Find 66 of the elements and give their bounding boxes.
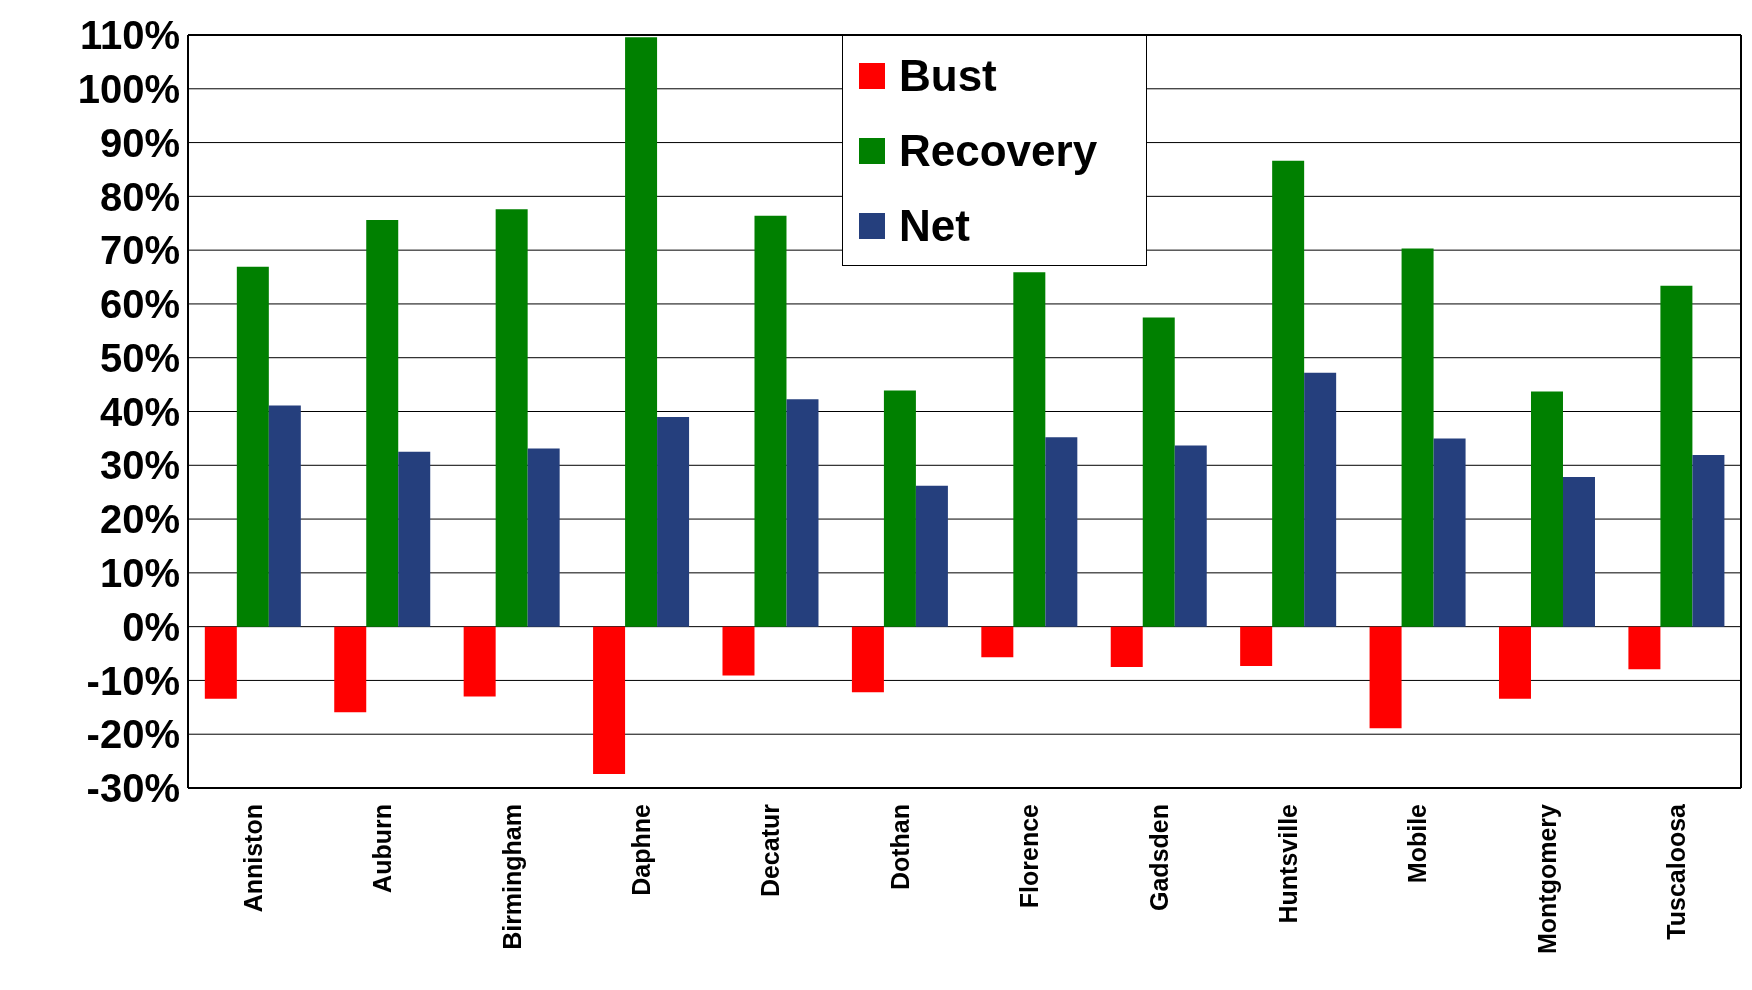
x-tick-label: Huntsville <box>1274 803 1303 924</box>
y-tick-label: -20% <box>86 712 180 757</box>
x-tick-label: Tuscaloosa <box>1662 802 1691 940</box>
bar <box>1045 437 1078 627</box>
bar <box>1628 626 1661 670</box>
bar <box>204 626 237 699</box>
legend-label: Net <box>899 200 970 251</box>
y-tick-label: 100% <box>77 66 180 111</box>
y-tick-label: -30% <box>86 766 180 811</box>
bar <box>495 209 528 627</box>
bar <box>657 416 690 627</box>
x-tick-label: Decatur <box>756 803 785 898</box>
bar <box>1530 391 1563 627</box>
y-tick-label: 90% <box>99 120 180 165</box>
bar <box>1272 160 1305 627</box>
x-tick-label: Auburn <box>368 804 397 893</box>
bar <box>1692 455 1725 627</box>
x-tick-label: Mobile <box>1403 803 1432 884</box>
bar <box>366 220 399 627</box>
y-tick-label: 70% <box>99 228 180 273</box>
bar <box>334 626 367 713</box>
x-tick-label: Dothan <box>885 804 914 891</box>
x-tick-label: Daphne <box>626 803 655 896</box>
bar <box>883 390 916 627</box>
legend-label: Recovery <box>899 125 1098 176</box>
bar <box>1304 372 1337 627</box>
bar <box>1142 317 1175 627</box>
bar <box>1498 626 1531 699</box>
y-tick-label: 40% <box>99 389 180 434</box>
bar <box>527 448 560 627</box>
bar <box>1240 626 1273 666</box>
y-tick-label: -10% <box>86 658 180 703</box>
bar <box>236 266 269 627</box>
bar <box>268 405 301 627</box>
bar <box>1174 445 1207 627</box>
y-tick-label: 0% <box>122 604 180 649</box>
y-tick-label: 60% <box>99 282 180 327</box>
bar <box>463 626 496 697</box>
bar <box>981 626 1014 658</box>
x-tick-label: Gadsden <box>1144 804 1173 911</box>
y-tick-label: 10% <box>99 551 180 596</box>
bar <box>786 399 819 627</box>
y-tick-label: 110% <box>79 13 180 58</box>
bar <box>722 626 755 676</box>
x-tick-label: Birmingham <box>497 804 526 950</box>
y-tick-label: 80% <box>99 174 180 219</box>
bar <box>1401 248 1434 627</box>
bar <box>915 485 948 627</box>
legend-label: Bust <box>899 50 997 101</box>
bar <box>593 626 626 775</box>
x-tick-label: Anniston <box>238 804 267 913</box>
y-tick-label: 50% <box>99 335 180 380</box>
bar <box>754 215 787 627</box>
bar <box>1562 477 1595 627</box>
y-tick-label: 20% <box>99 497 180 542</box>
x-tick-label: Montgomery <box>1532 803 1561 954</box>
bar <box>625 37 658 627</box>
x-tick-label: Florence <box>1015 803 1044 909</box>
bar <box>1660 285 1693 627</box>
bar <box>398 451 431 627</box>
bar <box>1433 438 1466 627</box>
y-tick-label: 30% <box>99 443 180 488</box>
bar <box>1110 626 1143 667</box>
bar <box>851 626 884 693</box>
bar <box>1013 272 1046 627</box>
bar <box>1369 626 1402 729</box>
